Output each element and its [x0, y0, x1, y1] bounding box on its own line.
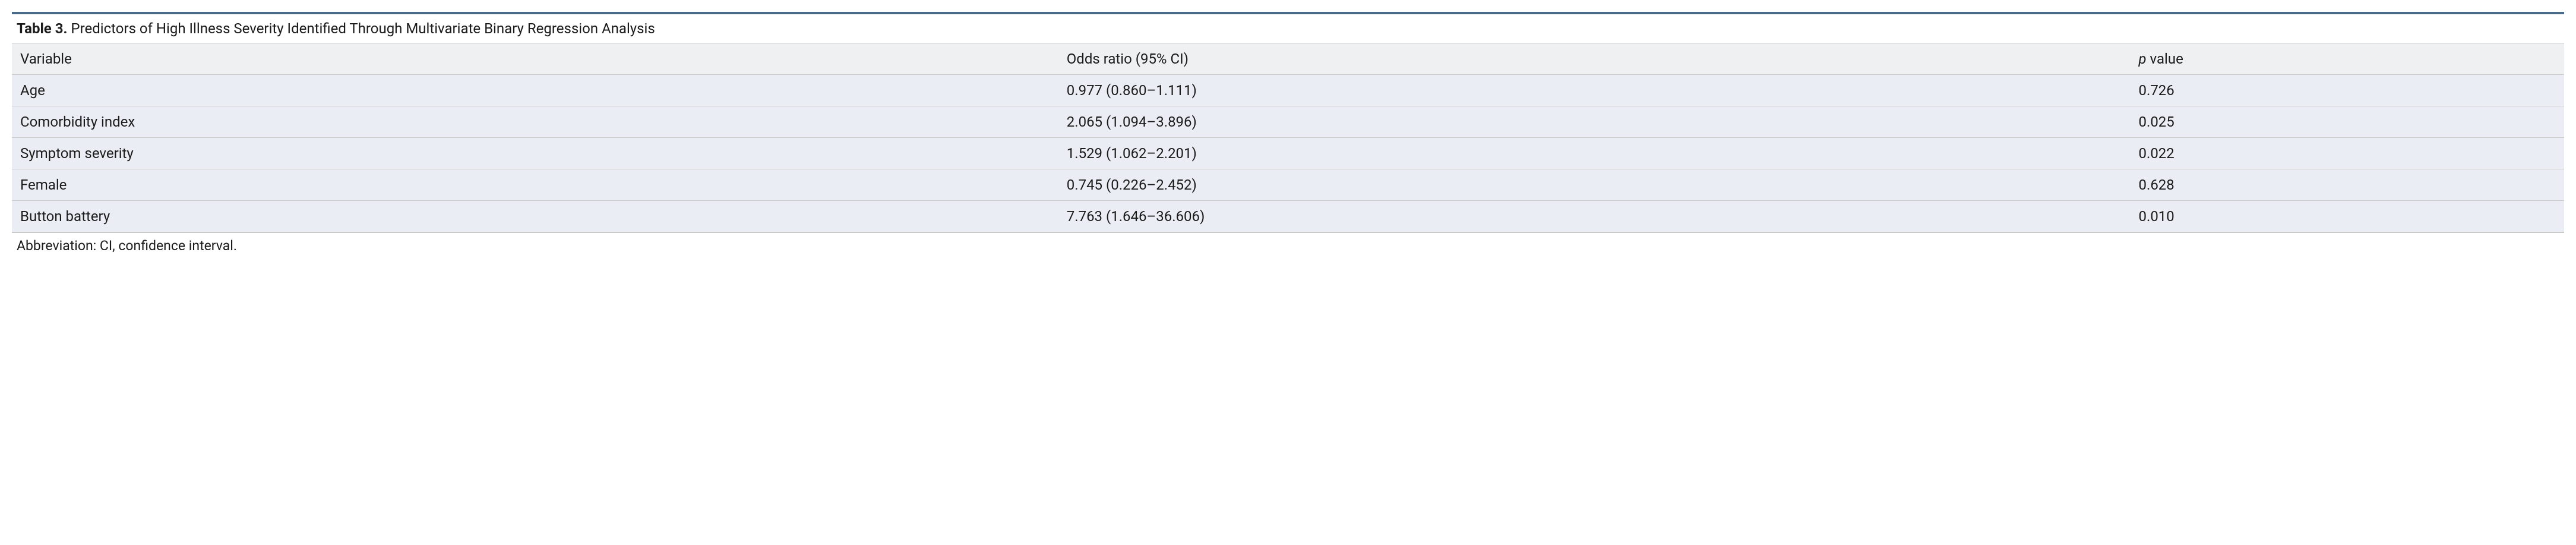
cell-odds-ratio: 0.745 (0.226–2.452) [1058, 169, 2131, 201]
cell-odds-ratio: 0.977 (0.860–1.111) [1058, 75, 2131, 106]
table-label: Table 3. [17, 20, 67, 37]
regression-table: Variable Odds ratio (95% CI) p value Age… [12, 43, 2564, 232]
col-header-odds-ratio: Odds ratio (95% CI) [1058, 43, 2131, 75]
table-caption: Predictors of High Illness Severity Iden… [71, 20, 655, 37]
table-title: Table 3. Predictors of High Illness Seve… [12, 14, 2564, 43]
cell-variable: Age [12, 75, 1058, 106]
table-header-row: Variable Odds ratio (95% CI) p value [12, 43, 2564, 75]
cell-variable: Comorbidity index [12, 106, 1058, 138]
table-row: Female 0.745 (0.226–2.452) 0.628 [12, 169, 2564, 201]
col-header-p-value: p value [2131, 43, 2565, 75]
cell-p-value: 0.726 [2131, 75, 2565, 106]
table-row: Symptom severity 1.529 (1.062–2.201) 0.0… [12, 138, 2564, 169]
cell-variable: Female [12, 169, 1058, 201]
cell-odds-ratio: 2.065 (1.094–3.896) [1058, 106, 2131, 138]
cell-p-value: 0.010 [2131, 201, 2565, 232]
cell-p-value: 0.022 [2131, 138, 2565, 169]
cell-variable: Symptom severity [12, 138, 1058, 169]
cell-odds-ratio: 1.529 (1.062–2.201) [1058, 138, 2131, 169]
cell-p-value: 0.628 [2131, 169, 2565, 201]
cell-variable: Button battery [12, 201, 1058, 232]
p-suffix: value [2147, 51, 2183, 67]
cell-p-value: 0.025 [2131, 106, 2565, 138]
table-row: Comorbidity index 2.065 (1.094–3.896) 0.… [12, 106, 2564, 138]
table-footnote: Abbreviation: CI, confidence interval. [12, 232, 2564, 254]
col-header-variable: Variable [12, 43, 1058, 75]
table-row: Button battery 7.763 (1.646–36.606) 0.01… [12, 201, 2564, 232]
table-row: Age 0.977 (0.860–1.111) 0.726 [12, 75, 2564, 106]
cell-odds-ratio: 7.763 (1.646–36.606) [1058, 201, 2131, 232]
p-italic: p [2139, 51, 2147, 67]
table-3-container: Table 3. Predictors of High Illness Seve… [12, 12, 2564, 254]
